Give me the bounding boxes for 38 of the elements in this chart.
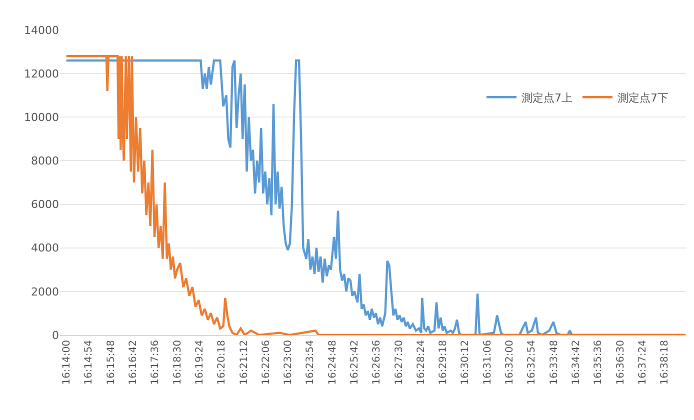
x-tick-label: 16:14:00 (62, 340, 73, 385)
x-tick-label: 16:37:24 (637, 340, 648, 385)
x-tick-label: 16:18:30 (172, 340, 184, 385)
x-tick-label: 16:32:54 (526, 340, 538, 385)
x-tick-label: 16:36:30 (615, 340, 626, 385)
x-tick-label: 16:14:54 (84, 340, 95, 385)
y-tick-label: 2000 (31, 285, 59, 298)
x-tick-label: 16:17:36 (150, 340, 162, 385)
x-tick-label: 16:34:42 (570, 340, 582, 385)
x-tick-label: 16:19:24 (194, 340, 206, 385)
x-tick-label: 16:35:36 (593, 340, 604, 385)
x-tick-label: 16:26:36 (372, 340, 383, 385)
x-tick-label: 16:32:00 (504, 340, 516, 385)
x-tick-label: 16:30:12 (460, 340, 472, 385)
x-tick-label: 16:33:48 (548, 340, 560, 385)
y-tick-label: 4000 (31, 242, 59, 255)
x-tick-label: 16:22:06 (260, 340, 272, 385)
x-tick-label: 16:21:12 (238, 340, 250, 385)
legend-label: 測定点7上 (521, 91, 572, 104)
y-tick-label: 14000 (24, 24, 59, 37)
x-tick-label: 16:20:18 (216, 340, 228, 385)
y-tick-label: 0 (52, 328, 59, 342)
x-tick-label: 16:27:30 (394, 340, 405, 385)
x-tick-label: 16:38:18 (660, 340, 671, 385)
x-tick-label: 16:15:48 (106, 340, 117, 385)
x-tick-label: 16:28:24 (416, 340, 427, 385)
x-tick-label: 16:29:18 (438, 340, 450, 385)
x-tick-label: 16:24:48 (327, 340, 338, 385)
legend-label: 測定点7下 (617, 91, 668, 104)
x-tick-label: 16:16:42 (128, 340, 140, 385)
x-tick-label: 16:23:54 (305, 340, 316, 385)
y-tick-label: 10000 (24, 110, 59, 124)
y-tick-label: 12000 (24, 67, 59, 80)
x-tick-label: 16:31:06 (482, 340, 494, 385)
x-tick-label: 16:25:42 (350, 340, 360, 385)
y-tick-label: 8000 (31, 154, 59, 168)
y-tick-label: 6000 (31, 198, 59, 212)
x-tick-label: 16:23:00 (283, 340, 294, 385)
